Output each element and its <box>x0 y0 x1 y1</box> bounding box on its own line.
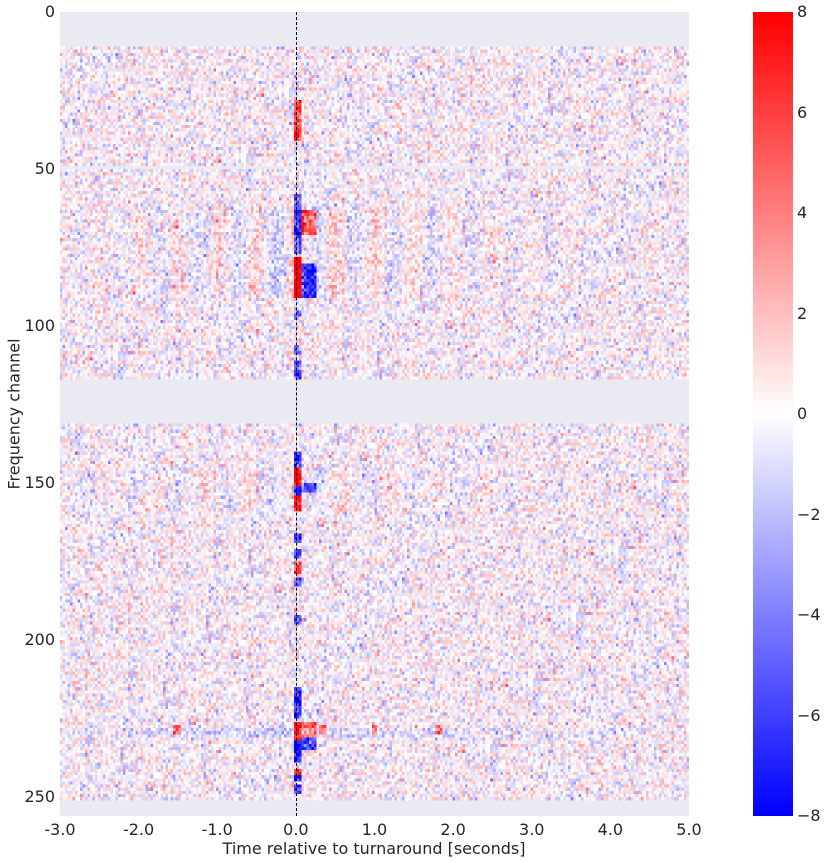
x-tick-label: 2.0 <box>440 820 466 839</box>
y-tick-label: 200 <box>24 630 55 650</box>
x-tick-label: 0.0 <box>283 820 309 839</box>
colorbar-tick-label: −4 <box>797 605 821 624</box>
x-tick-label: 1.0 <box>361 820 388 839</box>
y-tick-label: 250 <box>24 787 55 807</box>
y-tick-label: 0 <box>44 2 55 21</box>
colorbar-tick-label: 8 <box>797 2 808 21</box>
y-tick-label: 50 <box>34 159 55 179</box>
y-tick-label: 150 <box>24 473 55 493</box>
x-tick-label: -3.0 <box>44 820 76 839</box>
colorbar <box>753 12 793 816</box>
x-axis-label: Time relative to turnaround [seconds] <box>222 839 526 858</box>
colorbar-tick-label: 2 <box>797 303 808 323</box>
x-tick-label: 3.0 <box>519 820 545 839</box>
colorbar-tick-label: −6 <box>797 705 821 725</box>
turnaround-marker-line <box>296 12 297 816</box>
x-tick-label: 4.0 <box>597 820 624 839</box>
y-tick-label: 100 <box>24 316 55 336</box>
colorbar-tick-label: 0 <box>797 404 808 423</box>
y-axis-label: Frequency channel <box>4 338 24 490</box>
x-tick-label: -2.0 <box>123 820 155 839</box>
x-tick-label: 5.0 <box>676 820 702 839</box>
colorbar-tick-label: 6 <box>797 102 808 122</box>
heatmap-image <box>60 12 689 816</box>
colorbar-tick-label: 4 <box>797 203 808 222</box>
colorbar-tick-label: −8 <box>797 806 821 825</box>
x-tick-label: -1.0 <box>201 820 233 839</box>
colorbar-tick-label: −2 <box>797 504 821 524</box>
